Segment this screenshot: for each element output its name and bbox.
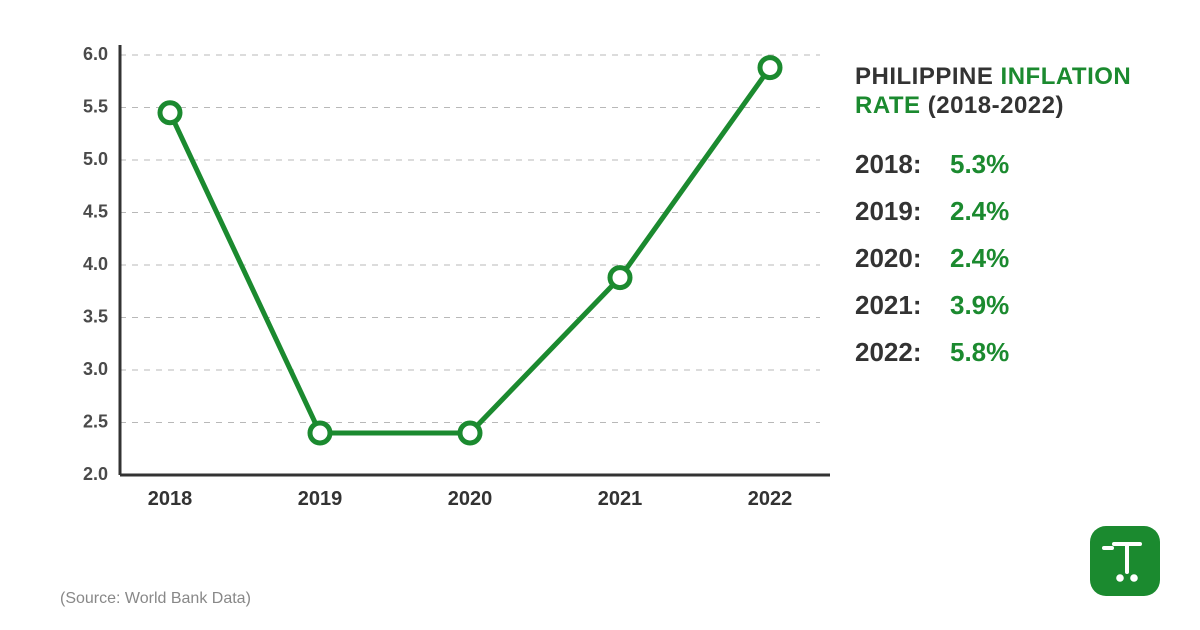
data-value-list: 2018:5.3%2019:2.4%2020:2.4%2021:3.9%2022…	[855, 149, 1160, 368]
data-row: 2018:5.3%	[855, 149, 1160, 180]
data-row: 2019:2.4%	[855, 196, 1160, 227]
data-row: 2021:3.9%	[855, 290, 1160, 321]
title-part3: (2018-2022)	[921, 92, 1064, 119]
data-row-year: 2018:	[855, 149, 950, 180]
data-point-marker	[460, 423, 480, 443]
data-point-marker	[310, 423, 330, 443]
data-row-year: 2022:	[855, 337, 950, 368]
x-axis-label: 2022	[748, 488, 793, 510]
y-axis-label: 6.0	[83, 45, 108, 64]
data-row: 2020:2.4%	[855, 243, 1160, 274]
x-axis-label: 2020	[448, 488, 493, 510]
data-row-year: 2019:	[855, 196, 950, 227]
y-axis-label: 3.5	[83, 306, 108, 326]
chart-area: 2.0 2.5 3.0 3.5 4.0 4.5 5.0 5.5 6.0 2018 2019 2020…	[60, 45, 840, 535]
y-axis-label: 3.0	[83, 359, 108, 379]
source-attribution: (Source: World Bank Data)	[60, 590, 251, 608]
brand-logo	[1090, 526, 1160, 596]
inflation-line	[170, 68, 770, 433]
data-row-value: 3.9%	[950, 290, 1009, 321]
y-axis-label: 5.5	[83, 96, 108, 116]
title-part1: PHILIPPINE	[855, 63, 1001, 90]
data-row-year: 2020:	[855, 243, 950, 274]
data-point-marker	[160, 103, 180, 123]
y-axis-label: 4.5	[83, 201, 108, 221]
data-row-value: 5.8%	[950, 337, 1009, 368]
x-axis-label: 2018	[148, 488, 193, 510]
data-row-value: 2.4%	[950, 243, 1009, 274]
x-axis-label: 2021	[598, 488, 643, 510]
line-chart: 2.0 2.5 3.0 3.5 4.0 4.5 5.0 5.5 6.0 2018 2019 2020…	[60, 45, 840, 535]
y-axis-label: 2.5	[83, 411, 108, 431]
x-axis-label: 2019	[298, 488, 343, 510]
data-row-value: 5.3%	[950, 149, 1009, 180]
chart-title: PHILIPPINE INFLATION RATE (2018-2022)	[855, 63, 1160, 121]
main-container: 2.0 2.5 3.0 3.5 4.0 4.5 5.0 5.5 6.0 2018 2019 2020…	[0, 0, 1200, 630]
y-axis-label: 2.0	[83, 464, 108, 484]
y-axis-label: 4.0	[83, 254, 108, 274]
data-row-value: 2.4%	[950, 196, 1009, 227]
data-point-marker	[760, 58, 780, 78]
sidebar: PHILIPPINE INFLATION RATE (2018-2022) 20…	[840, 45, 1160, 600]
data-row: 2022:5.8%	[855, 337, 1160, 368]
cart-t-icon	[1102, 538, 1148, 584]
y-axis-label: 5.0	[83, 149, 108, 169]
data-point-marker	[610, 268, 630, 288]
data-row-year: 2021:	[855, 290, 950, 321]
